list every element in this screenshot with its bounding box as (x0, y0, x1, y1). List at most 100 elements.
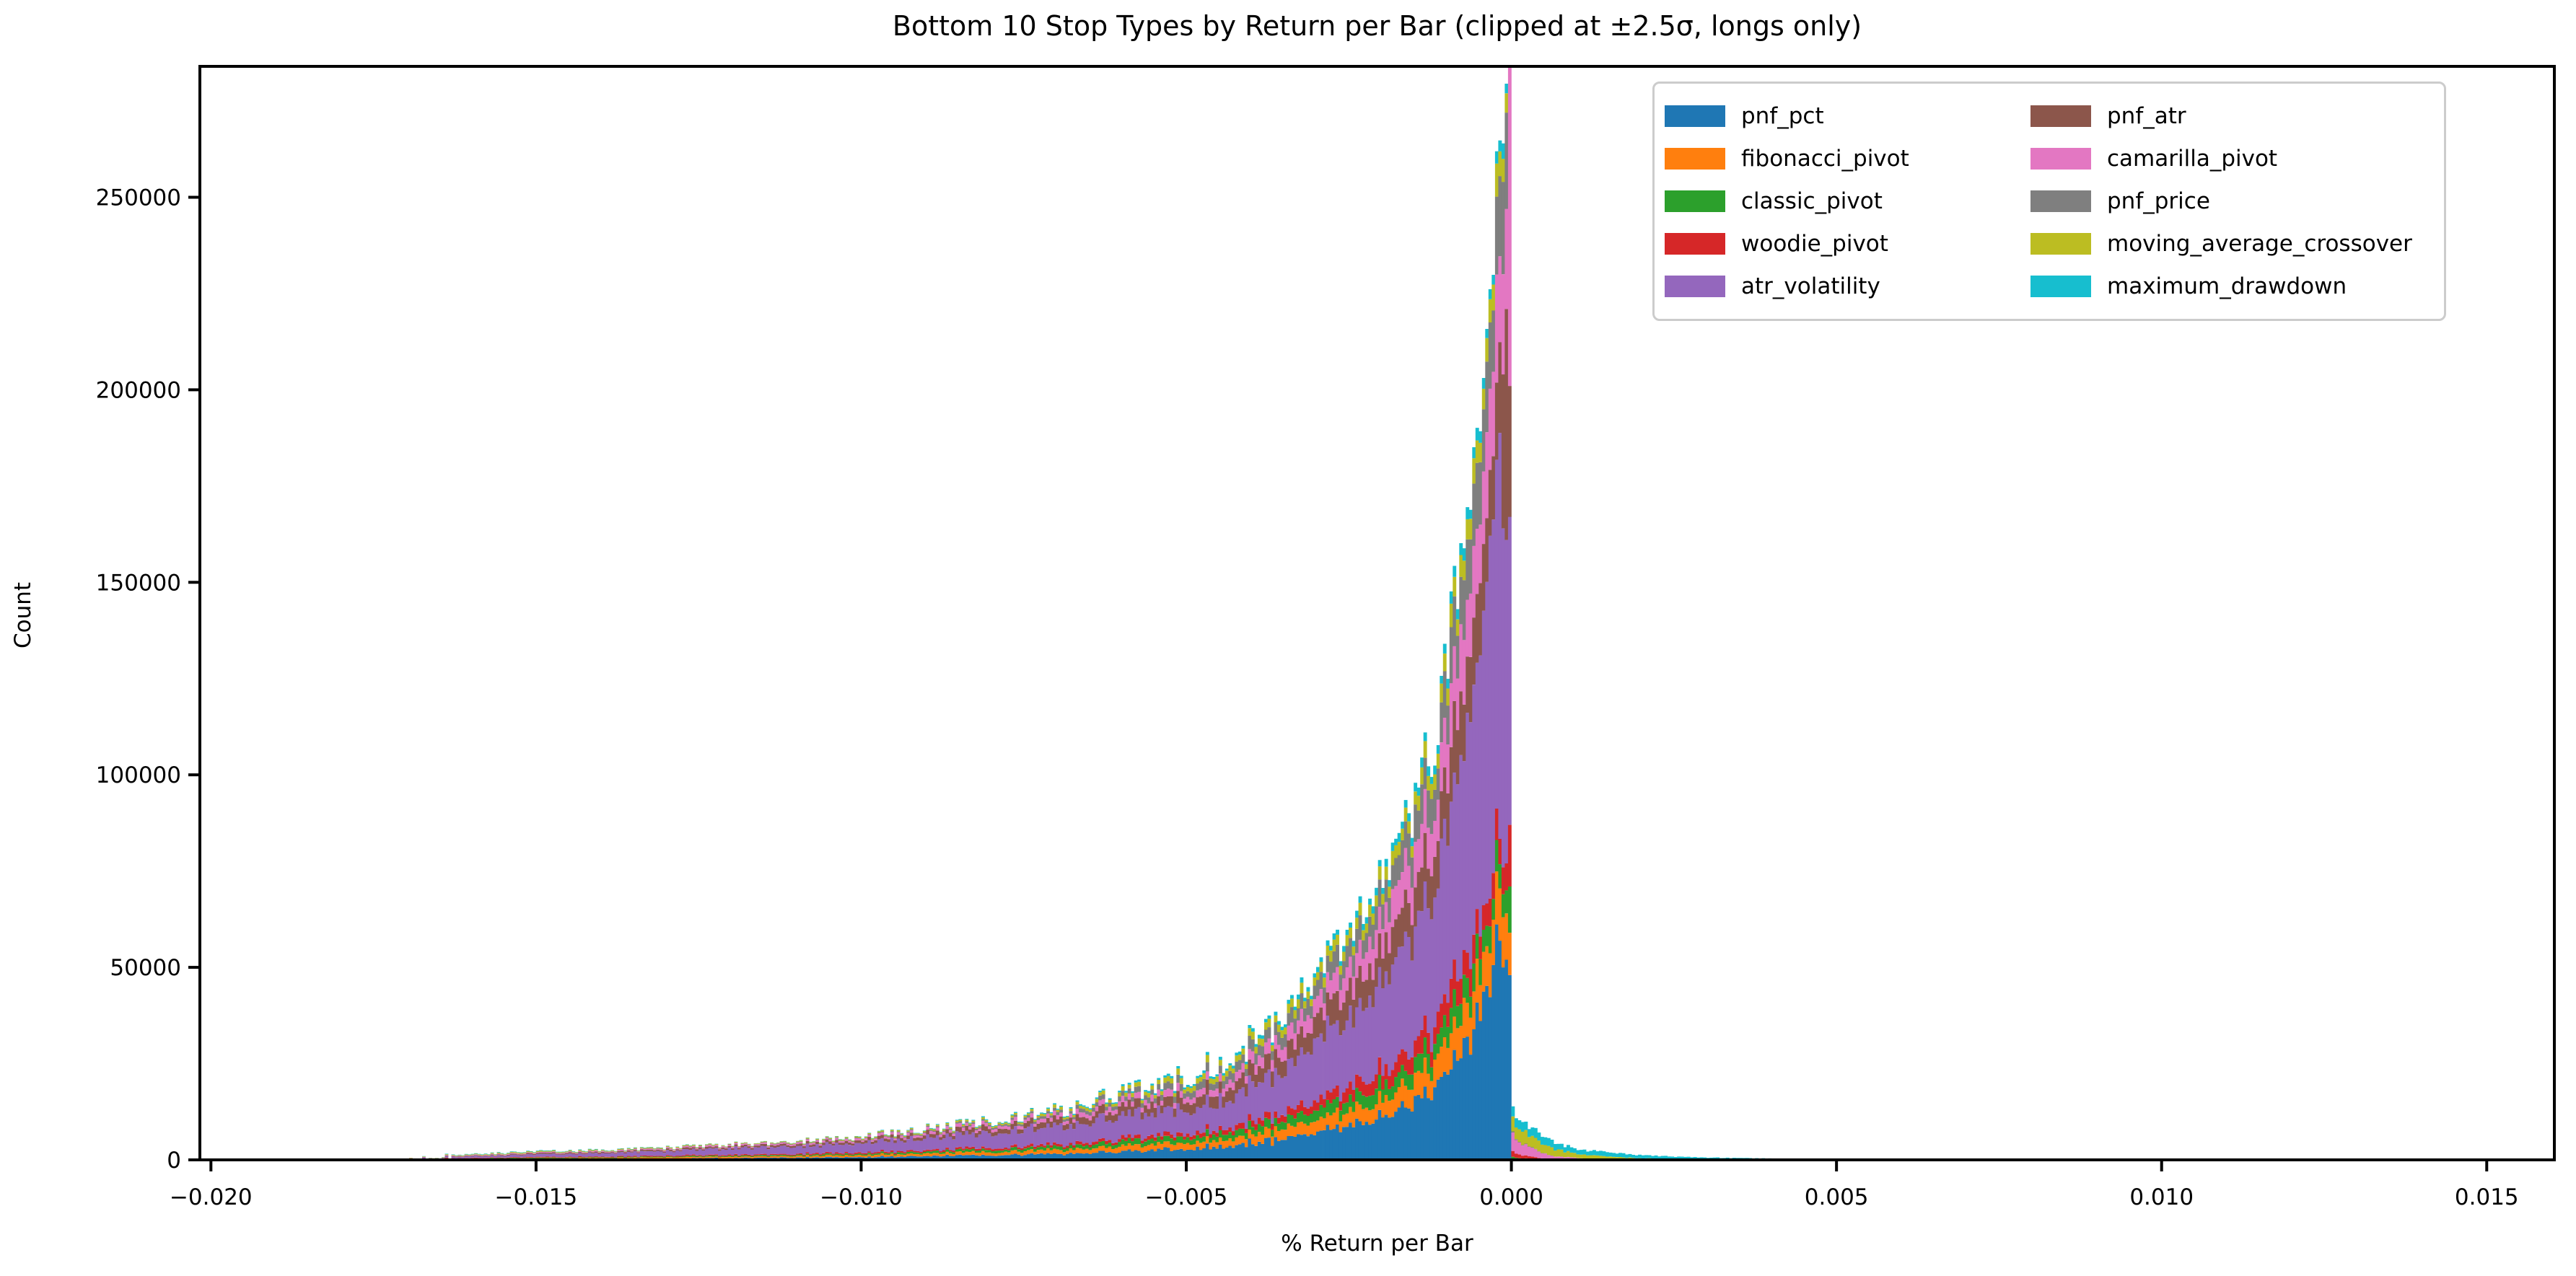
hist-bar-camarilla_pivot (1429, 834, 1434, 876)
hist-bar-pnf_atr (509, 1153, 514, 1155)
hist-bar-maximum_drawdown (1030, 1108, 1034, 1109)
hist-bar-maximum_drawdown (1394, 838, 1398, 845)
hist-bar-woodie_pivot (1004, 1147, 1008, 1150)
hist-bar-moving_average_crossover (1407, 821, 1411, 834)
hist-bar-classic_pivot (714, 1155, 719, 1157)
hist-bar-woodie_pivot (841, 1153, 846, 1155)
hist-bar-fibonacci_pivot (1049, 1150, 1053, 1154)
hist-bar-fibonacci_pivot (1440, 1047, 1444, 1077)
hist-bar-pnf_atr (662, 1151, 667, 1153)
hist-bar-moving_average_crossover (1056, 1109, 1060, 1112)
hist-bar-fibonacci_pivot (1004, 1151, 1008, 1156)
hist-bar-classic_pivot (763, 1155, 768, 1156)
hist-bar-atr_volatility (734, 1146, 738, 1154)
hist-bar-camarilla_pivot (1072, 1119, 1077, 1123)
hist-bar-woodie_pivot (552, 1156, 556, 1158)
hist-bar-fibonacci_pivot (1027, 1150, 1030, 1155)
hist-bar-classic_pivot (1036, 1147, 1041, 1150)
hist-bar-woodie_pivot (546, 1156, 550, 1158)
hist-bar-classic_pivot (760, 1155, 764, 1156)
hist-bar-pnf_price (1163, 1083, 1167, 1091)
hist-bar-fibonacci_pivot (802, 1156, 807, 1158)
hist-bar-fibonacci_pivot (916, 1154, 920, 1157)
hist-bar-pnf_atr (900, 1138, 904, 1141)
hist-bar-moving_average_crossover (932, 1129, 937, 1131)
hist-bar-atr_volatility (1202, 1104, 1206, 1133)
hist-bar-fibonacci_pivot (1362, 1109, 1366, 1125)
hist-bar-pnf_atr (747, 1146, 751, 1148)
hist-bar-woodie_pivot (955, 1147, 959, 1150)
hist-bar-pnf_price (974, 1129, 978, 1130)
hist-bar-atr_volatility (857, 1143, 862, 1153)
hist-bar-maximum_drawdown (1192, 1083, 1196, 1086)
hist-bar-pnf_pct (1027, 1154, 1030, 1160)
hist-bar-classic_pivot (675, 1156, 680, 1158)
hist-bar-pnf_atr (1114, 1114, 1118, 1121)
hist-bar-pnf_price (1053, 1107, 1057, 1111)
hist-bar-woodie_pivot (1362, 1081, 1366, 1096)
hist-bar-maximum_drawdown (961, 1123, 965, 1125)
hist-bar-pnf_pct (1033, 1154, 1038, 1160)
hist-bar-moving_average_crossover (1293, 1010, 1297, 1018)
hist-bar-moving_average_crossover (581, 1151, 585, 1153)
hist-bar-classic_pivot (1105, 1144, 1109, 1148)
hist-bar-camarilla_pivot (1059, 1112, 1064, 1117)
hist-bar-maximum_drawdown (1079, 1104, 1083, 1106)
hist-bar-atr_volatility (1358, 998, 1362, 1077)
hist-bar-fibonacci_pivot (1069, 1148, 1073, 1153)
hist-bar-maximum_drawdown (444, 1153, 449, 1155)
hist-bar-pnf_atr (1248, 1059, 1252, 1075)
x-tick-label: −0.015 (495, 1184, 578, 1210)
hist-bar-pnf_pct (916, 1156, 920, 1160)
hist-bar-woodie_pivot (974, 1148, 978, 1151)
hist-bar-maximum_drawdown (483, 1153, 488, 1154)
hist-bar-camarilla_pivot (643, 1148, 647, 1150)
x-tick (2160, 1161, 2163, 1171)
hist-bar-classic_pivot (1414, 1057, 1418, 1073)
hist-bar-pnf_pct (1098, 1150, 1103, 1160)
hist-bar-atr_volatility (988, 1133, 991, 1148)
hist-bar-moving_average_crossover (1478, 443, 1483, 462)
hist-bar-pnf_price (1403, 821, 1408, 848)
hist-bar-fibonacci_pivot (1306, 1125, 1310, 1137)
hist-bar-woodie_pivot (1524, 1155, 1528, 1158)
hist-bar-camarilla_pivot (835, 1138, 839, 1140)
hist-bar-atr_volatility (1462, 761, 1466, 951)
hist-bar-fibonacci_pivot (1030, 1149, 1034, 1153)
hist-bar-pnf_atr (968, 1129, 972, 1135)
hist-bar-classic_pivot (877, 1153, 881, 1155)
hist-bar-moving_average_crossover (1271, 1045, 1274, 1052)
hist-bar-pnf_price (1397, 855, 1401, 880)
hist-bar-camarilla_pivot (1442, 718, 1447, 767)
hist-bar-pnf_pct (1237, 1144, 1242, 1160)
hist-bar-pnf_atr (1069, 1117, 1073, 1125)
hist-bar-atr_volatility (1485, 581, 1489, 904)
hist-bar-atr_volatility (1004, 1133, 1008, 1148)
hist-bar-fibonacci_pivot (1085, 1148, 1090, 1153)
legend-label: pnf_price (2107, 188, 2210, 214)
hist-bar-pnf_price (1095, 1102, 1099, 1107)
hist-bar-pnf_atr (1124, 1106, 1129, 1117)
hist-bar-fibonacci_pivot (1277, 1131, 1281, 1141)
hist-bar-camarilla_pivot (1250, 1051, 1255, 1064)
hist-bar-fibonacci_pivot (903, 1155, 907, 1157)
hist-bar-atr_volatility (877, 1139, 881, 1152)
hist-bar-moving_average_crossover (929, 1128, 933, 1130)
hist-bar-maximum_drawdown (1231, 1065, 1235, 1069)
hist-bar-pnf_price (763, 1142, 768, 1143)
hist-bar-atr_volatility (1111, 1122, 1116, 1143)
hist-bar-moving_average_crossover (1001, 1123, 1004, 1125)
hist-bar-camarilla_pivot (760, 1143, 764, 1144)
hist-bar-pnf_pct (1446, 1074, 1450, 1160)
hist-bar-moving_average_crossover (1170, 1078, 1174, 1083)
hist-bar-classic_pivot (1364, 1096, 1369, 1108)
hist-bar-moving_average_crossover (1339, 965, 1343, 975)
hist-bar-pnf_pct (1082, 1153, 1086, 1160)
hist-bar-fibonacci_pivot (1199, 1143, 1203, 1150)
hist-bar-woodie_pivot (1137, 1134, 1142, 1139)
hist-bar-pnf_price (1017, 1124, 1021, 1126)
hist-bar-camarilla_pivot (1303, 1021, 1307, 1038)
hist-bar-pnf_pct (900, 1156, 904, 1160)
hist-bar-woodie_pivot (779, 1153, 784, 1155)
hist-bar-moving_average_crossover (760, 1141, 764, 1143)
